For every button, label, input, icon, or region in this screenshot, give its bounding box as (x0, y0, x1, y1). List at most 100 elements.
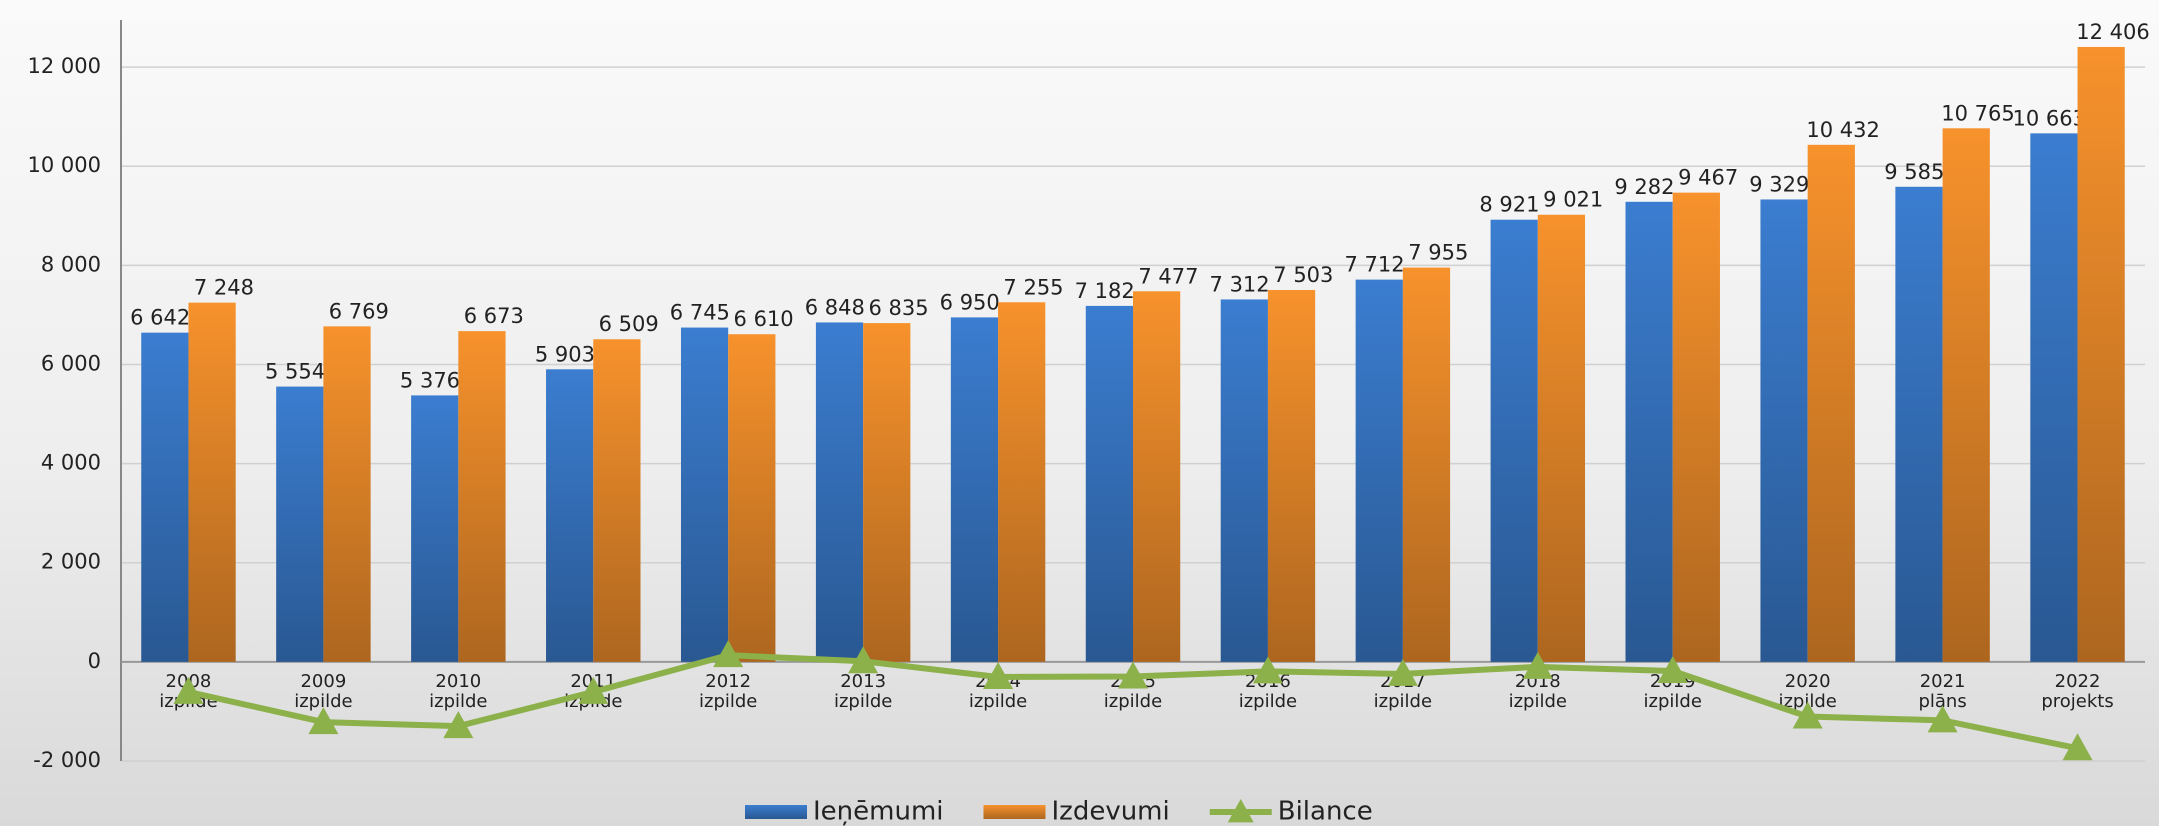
data-label: 7 477 (1138, 264, 1198, 288)
x-tick-label: 2009 (300, 671, 346, 692)
x-tick-label: izpilde (429, 691, 487, 712)
data-label: 7 955 (1408, 241, 1468, 265)
bar (1760, 199, 1808, 662)
bar (998, 302, 1046, 662)
line-marker (713, 640, 744, 668)
bar (593, 339, 641, 662)
data-label: 9 467 (1678, 166, 1738, 190)
data-label: 8 921 (1479, 193, 1539, 217)
data-label: 9 585 (1884, 160, 1944, 184)
bar (276, 386, 324, 662)
bar (1807, 144, 1855, 662)
legend-label: Ieņēmumi (813, 797, 944, 826)
bar (863, 323, 911, 662)
bar (1402, 267, 1451, 662)
data-label: 7 255 (1003, 275, 1063, 299)
line-marker (173, 676, 204, 704)
data-label: 6 509 (599, 312, 659, 336)
y-tick-label: 6 000 (41, 351, 101, 375)
x-tick-label: izpilde (294, 691, 352, 712)
bar (1895, 186, 1943, 662)
bar (680, 327, 729, 662)
data-label: 10 432 (1806, 118, 1879, 142)
data-label: 10 663 (2012, 106, 2085, 130)
data-label: 5 376 (400, 368, 460, 392)
bar (2077, 46, 2125, 662)
line-marker (1118, 661, 1148, 689)
bar (1355, 279, 1403, 662)
line-marker (2062, 733, 2093, 761)
bar (1490, 219, 1538, 662)
bar (1625, 201, 1673, 662)
line-marker (1927, 705, 1958, 733)
x-tick-label: plāns (1918, 691, 1966, 712)
data-label: 6 673 (464, 304, 524, 328)
x-tick-label: izpilde (1778, 691, 1836, 712)
x-tick-label: izpilde (1644, 691, 1702, 712)
bar (1133, 291, 1181, 662)
data-label: 5 554 (265, 360, 325, 384)
x-tick-label: izpilde (1374, 691, 1432, 712)
x-tick-label: izpilde (1509, 691, 1567, 712)
bar (1220, 299, 1268, 662)
legend-swatch (1227, 799, 1254, 823)
legend-swatch (983, 805, 1046, 819)
x-tick-label: izpilde (699, 691, 757, 712)
bar (950, 317, 999, 662)
data-label: 6 610 (734, 307, 794, 331)
bar (815, 322, 864, 662)
y-tick-label: -2 000 (33, 748, 101, 772)
bar (411, 395, 459, 662)
x-tick-label: 2022 (2055, 671, 2101, 692)
line-marker (983, 661, 1014, 689)
x-tick-label: izpilde (1239, 691, 1297, 712)
y-tick-label: 0 (88, 649, 101, 673)
bar (458, 331, 506, 662)
data-label: 6 950 (940, 290, 1000, 314)
line-marker (443, 711, 474, 739)
bar (546, 369, 594, 662)
y-tick-label: 2 000 (41, 550, 101, 574)
line-marker (848, 646, 879, 674)
data-label: 6 848 (805, 295, 865, 319)
line-marker (1387, 658, 1418, 686)
bar (141, 332, 189, 662)
legend-label: Bilance (1278, 797, 1373, 826)
data-label: 5 903 (535, 342, 595, 366)
x-tick-label: izpilde (1104, 691, 1162, 712)
bar (1267, 289, 1316, 662)
y-tick-label: 12 000 (28, 54, 101, 78)
line-marker (1657, 656, 1688, 684)
x-tick-label: projekts (2041, 691, 2113, 712)
y-tick-label: 8 000 (41, 252, 101, 276)
bar (728, 334, 776, 662)
x-tick-label: 2021 (1920, 671, 1966, 692)
data-label: 9 329 (1749, 172, 1809, 196)
data-label: 9 282 (1614, 175, 1674, 199)
data-label: 10 765 (1941, 101, 2014, 125)
legend-swatch (745, 805, 807, 819)
bar (323, 326, 371, 662)
x-tick-label: 2010 (435, 671, 481, 692)
data-label: 6 642 (130, 306, 190, 330)
data-label: 6 745 (670, 301, 730, 325)
line-marker (1522, 651, 1553, 679)
data-label: 12 406 (2076, 20, 2149, 44)
line-marker (1792, 701, 1823, 729)
data-label: 9 021 (1543, 188, 1603, 212)
line-marker (308, 707, 339, 735)
data-label: 6 769 (329, 299, 389, 323)
data-label: 7 248 (194, 276, 254, 300)
data-label: 7 312 (1210, 272, 1270, 296)
x-tick-label: izpilde (969, 691, 1027, 712)
legend-label: Izdevumi (1052, 797, 1170, 826)
y-tick-label: 10 000 (28, 153, 101, 177)
data-label: 6 835 (868, 296, 928, 320)
bar (188, 302, 236, 662)
x-tick-label: 2020 (1785, 671, 1831, 692)
y-tick-label: 4 000 (41, 451, 101, 475)
x-tick-label: 2013 (840, 671, 886, 692)
bar (1537, 214, 1586, 662)
x-tick-label: 2012 (705, 671, 751, 692)
